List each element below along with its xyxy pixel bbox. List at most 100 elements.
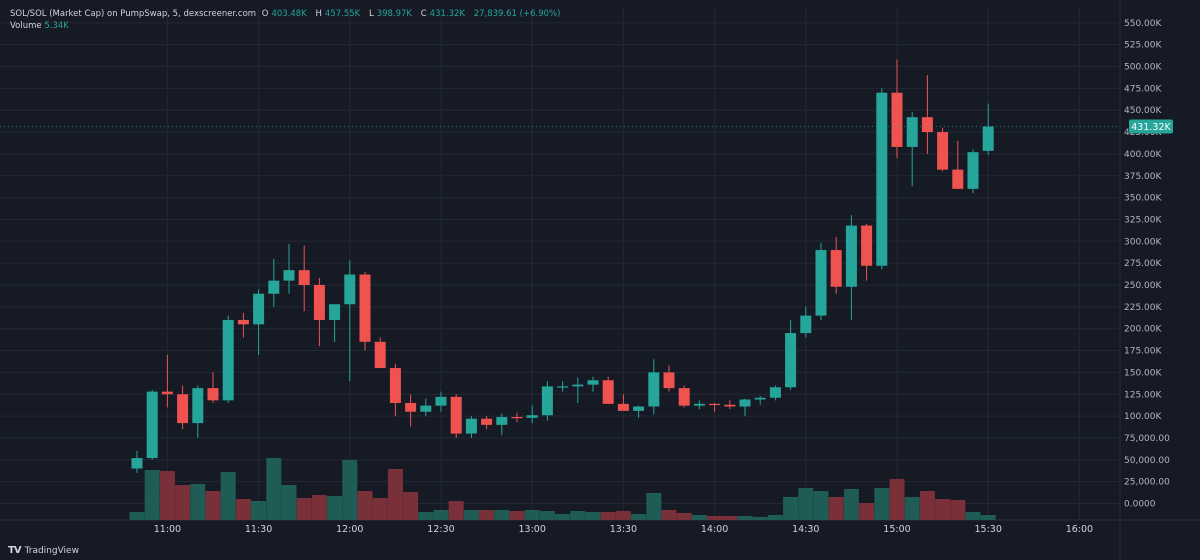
candle-body[interactable] [283, 270, 295, 281]
x-tick-label: 12:00 [336, 524, 363, 535]
y-tick-label: 175.00K [1124, 347, 1162, 357]
candle-body[interactable] [617, 403, 629, 411]
y-tick-label: 125.00K [1124, 390, 1162, 400]
y-tick-label: 450.00K [1124, 106, 1162, 116]
candle-body[interactable] [374, 341, 386, 369]
y-tick-label: 550.00K [1124, 19, 1162, 29]
candle-body[interactable] [572, 384, 584, 387]
y-tick-label: 400.00K [1124, 150, 1162, 160]
volume-bar [843, 489, 859, 520]
y-tick-label: 325.00K [1124, 215, 1162, 225]
candle-body[interactable] [146, 391, 158, 459]
x-tick-label: 11:30 [245, 524, 272, 535]
candle-body[interactable] [769, 387, 781, 398]
candle-body[interactable] [526, 415, 538, 418]
candle-body[interactable] [131, 458, 143, 469]
candle-body[interactable] [861, 225, 873, 266]
volume-bar [585, 512, 601, 520]
candle-body[interactable] [268, 280, 280, 294]
volume-bar [509, 511, 525, 520]
volume-bar [190, 484, 206, 520]
x-tick-label: 15:30 [975, 524, 1002, 535]
candle-body[interactable] [253, 293, 265, 325]
candle-body[interactable] [648, 372, 660, 407]
y-tick-label: 200.00K [1124, 325, 1162, 335]
chart-legend-header: SOL/SOL (Market Cap) on PumpSwap, 5, dex… [10, 9, 563, 19]
candle-body[interactable] [785, 333, 797, 388]
candle-body[interactable] [435, 396, 447, 406]
candle-body[interactable] [541, 386, 553, 416]
volume-bar [403, 492, 419, 520]
volume-bar [524, 510, 540, 520]
candle-body[interactable] [450, 396, 462, 434]
volume-bar [327, 496, 343, 520]
candle-body[interactable] [739, 399, 751, 407]
candle-body[interactable] [465, 418, 477, 434]
candle-body[interactable] [207, 388, 219, 401]
change-value: 27,839.61 (+6.90%) [473, 9, 561, 19]
candle-body[interactable] [845, 225, 857, 287]
candle-body[interactable] [177, 394, 189, 424]
candle-body[interactable] [329, 304, 341, 320]
candle-body[interactable] [298, 270, 310, 285]
x-tick-label: 16:00 [1066, 524, 1093, 535]
volume-bar [251, 501, 267, 520]
volume-bar [691, 515, 707, 520]
volume-bar [175, 485, 191, 520]
candle-body[interactable] [602, 380, 614, 404]
candle-body[interactable] [906, 117, 918, 147]
volume-bar [980, 515, 996, 520]
candle-body[interactable] [754, 397, 766, 400]
candle-body[interactable] [709, 403, 721, 406]
volume-bar [859, 503, 875, 520]
candle-body[interactable] [633, 406, 645, 411]
candle-body[interactable] [420, 405, 432, 412]
volume-bar [798, 488, 814, 520]
symbol-title: SOL/SOL (Market Cap) on PumpSwap, 5, dex… [10, 9, 257, 19]
candle-body[interactable] [815, 250, 827, 316]
candle-body[interactable] [800, 315, 812, 334]
volume-bar [357, 491, 373, 520]
open-value: 403.48K [271, 9, 307, 19]
candle-body[interactable] [237, 319, 249, 325]
candle-body[interactable] [937, 132, 949, 170]
candle-body[interactable] [359, 274, 371, 342]
volume-bar [919, 491, 935, 520]
candle-body[interactable] [161, 391, 173, 395]
candle-body[interactable] [952, 169, 964, 189]
candle-body[interactable] [678, 388, 690, 406]
candle-body[interactable] [724, 404, 736, 407]
volume-label: Volume [10, 21, 42, 31]
candle-body[interactable] [496, 416, 508, 425]
volume-bar [494, 510, 510, 520]
candle-body[interactable] [891, 92, 903, 147]
high-value: 457.55K [324, 9, 361, 19]
candle-body[interactable] [663, 372, 675, 389]
candle-body[interactable] [481, 418, 493, 425]
x-tick-label: 13:00 [519, 524, 546, 535]
y-tick-label: 100.00K [1124, 412, 1162, 422]
y-tick-label: 250.00K [1124, 281, 1162, 291]
y-tick-label: 50,000.00 [1124, 456, 1170, 466]
candle-body[interactable] [313, 285, 325, 320]
y-tick-label: 150.00K [1124, 368, 1162, 378]
volume-bar [767, 515, 783, 520]
candle-body[interactable] [830, 250, 842, 287]
candle-body[interactable] [587, 380, 599, 385]
candle-body[interactable] [876, 92, 888, 266]
candle-body[interactable] [557, 386, 569, 388]
tradingview-logo[interactable]: TV TradingView [8, 545, 79, 556]
candle-body[interactable] [405, 402, 417, 412]
candle-body[interactable] [389, 368, 401, 403]
volume-bar [539, 511, 555, 520]
candle-body[interactable] [921, 117, 933, 133]
candle-body[interactable] [511, 416, 523, 419]
candle-body[interactable] [222, 319, 234, 401]
candle-body[interactable] [982, 126, 994, 151]
volume-bar [235, 499, 251, 520]
candle-body[interactable] [192, 388, 204, 424]
candle-body[interactable] [693, 403, 705, 406]
candle-body[interactable] [967, 152, 979, 189]
candle-body[interactable] [344, 274, 356, 305]
